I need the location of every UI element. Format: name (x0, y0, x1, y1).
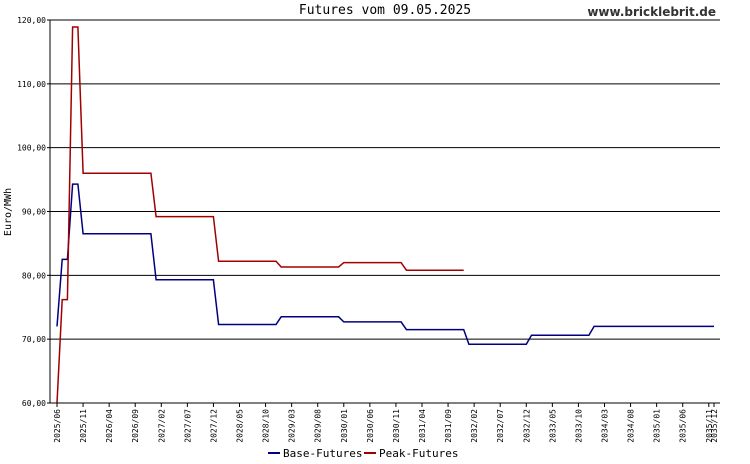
y-tick-label: 110,00 (17, 80, 46, 89)
y-tick-label: 80,00 (22, 271, 46, 280)
x-tick-label: 2033/10 (574, 409, 583, 443)
x-tick-label: 2032/02 (470, 409, 479, 443)
x-tick-label: 2031/04 (418, 409, 427, 443)
y-tick-label: 60,00 (22, 399, 46, 408)
x-tick-label: 2035/12 (710, 409, 719, 443)
x-tick-label: 2031/09 (444, 409, 453, 443)
x-tick-label: 2030/01 (340, 409, 349, 443)
x-tick-label: 2032/12 (522, 409, 531, 443)
x-tick-label: 2035/06 (679, 409, 688, 443)
y-tick-label: 100,00 (17, 144, 46, 153)
x-tick-label: 2028/05 (236, 409, 245, 443)
chart-title: Futures vom 09.05.2025 (299, 3, 471, 18)
series-line-peak-futures (56, 26, 464, 404)
x-tick-label: 2030/06 (366, 409, 375, 443)
x-tick-label: 2028/10 (262, 409, 271, 443)
x-tick-label: 2027/07 (183, 409, 192, 443)
y-axis-label: Euro/MWh (3, 188, 14, 236)
x-tick-labels: 2025/06 2025/11 2026/04 2026/09 2027/02 2027/… (53, 403, 719, 443)
y-tick-label: 70,00 (22, 335, 46, 344)
y-tick-labels: 60,00 70,00 80,00 90,00 100,00 110,00 120,00 (17, 16, 50, 408)
x-tick-label: 2029/03 (288, 409, 297, 443)
series-line-base-futures (56, 183, 714, 346)
x-tick-label: 2034/08 (627, 409, 636, 443)
legend-label: Peak-Futures (379, 447, 458, 460)
site-label[interactable]: www.bricklebrit.de (587, 5, 716, 19)
x-tick-label: 2027/02 (157, 409, 166, 443)
legend: Base-Futures Peak-Futures (268, 447, 458, 460)
series-lines (56, 26, 714, 404)
x-tick-label: 2025/06 (53, 409, 62, 443)
x-tick-label: 2032/07 (496, 409, 505, 443)
x-tick-label: 2026/09 (131, 409, 140, 443)
x-tick-label: 2025/11 (79, 409, 88, 443)
x-tick-label: 2035/01 (653, 409, 662, 443)
y-tick-label: 90,00 (22, 208, 46, 217)
x-tick-label: 2030/11 (392, 409, 401, 443)
x-tick-label: 2035/11 (705, 409, 714, 443)
x-tick-label: 2033/05 (548, 409, 557, 443)
y-tick-label: 120,00 (17, 16, 46, 25)
x-tick-label: 2029/08 (314, 409, 323, 443)
x-tick-label: 2034/03 (601, 409, 610, 443)
grid-lines (50, 19, 720, 340)
legend-label: Base-Futures (283, 447, 362, 460)
x-tick-label: 2026/04 (105, 409, 114, 443)
x-tick-label: 2027/12 (209, 409, 218, 443)
